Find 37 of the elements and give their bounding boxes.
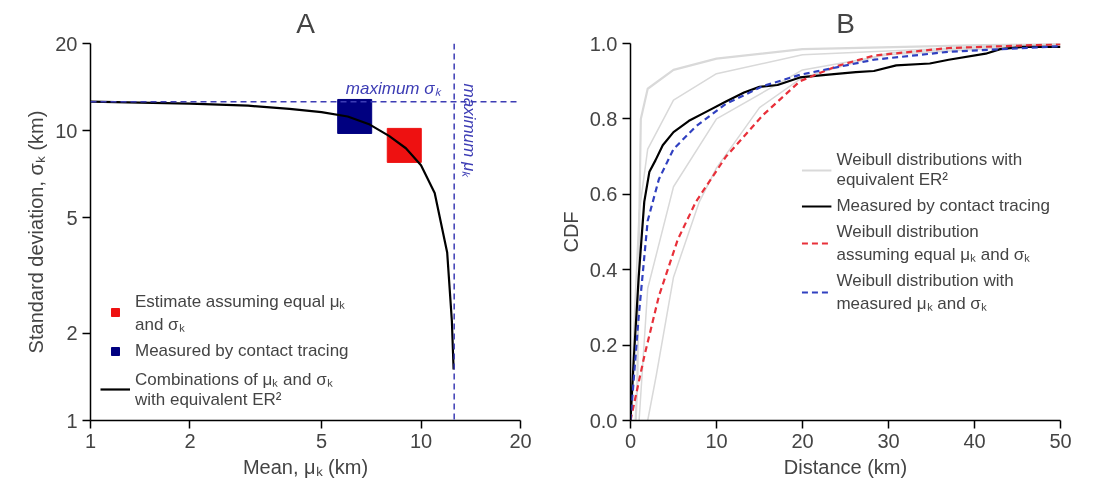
legend-label: Combinations of μₖ and σₖ with equivalent ER² bbox=[135, 369, 333, 410]
y-tick-label: 0.0 bbox=[589, 409, 618, 432]
y-tick-label: 0.6 bbox=[589, 183, 618, 206]
x-tick-label: 2 bbox=[184, 429, 196, 452]
y-tick-label: 2 bbox=[66, 322, 78, 345]
y-tick-label: 1.0 bbox=[589, 32, 618, 55]
x-tick-label: 20 bbox=[509, 429, 532, 452]
x-tick-label: 0 bbox=[624, 429, 637, 452]
y-tick-label: 10 bbox=[55, 119, 78, 142]
x-axis-title: Distance (km) bbox=[783, 455, 908, 478]
y-tick-label: 0.8 bbox=[589, 107, 618, 130]
legend-label: Estimate assuming equal μₖ and σₖ bbox=[135, 291, 346, 335]
y-tick-label: 0.2 bbox=[589, 334, 618, 357]
x-tick-label: 10 bbox=[705, 429, 728, 452]
ref-line-label: maximum μₖ bbox=[460, 83, 480, 179]
y-tick-label: 5 bbox=[66, 206, 78, 229]
y-axis-title: CDF bbox=[559, 211, 582, 253]
legend-label: Measured by contact tracing bbox=[836, 195, 1050, 216]
x-tick-label: 1 bbox=[84, 429, 97, 452]
x-tick-label: 10 bbox=[409, 429, 433, 452]
y-tick-label: 1 bbox=[66, 409, 78, 432]
legend-label: Weibull distributions with equivalent ER² bbox=[836, 149, 1023, 190]
x-tick-label: 20 bbox=[791, 429, 814, 452]
y-tick-label: 0.4 bbox=[589, 258, 618, 281]
x-axis-title: Mean, μₖ (km) bbox=[242, 455, 369, 478]
legend-label: Weibull distribution with measured μₖ and σₖ bbox=[836, 270, 1014, 314]
chart-title: A bbox=[296, 7, 316, 39]
legend-label: Measured by contact tracing bbox=[135, 341, 349, 361]
x-tick-label: 30 bbox=[877, 429, 900, 452]
x-tick-label: 50 bbox=[1049, 429, 1072, 452]
ref-line-label: maximum σₖ bbox=[345, 78, 442, 98]
legend-label: Weibull distribution assuming equal μₖ and σₖ bbox=[836, 221, 1031, 265]
x-tick-label: 5 bbox=[315, 429, 328, 452]
y-tick-label: 20 bbox=[55, 32, 78, 55]
y-axis-title: Standard deviation, σₖ (km) bbox=[25, 110, 48, 354]
x-tick-label: 40 bbox=[963, 429, 986, 452]
chart-title: B bbox=[836, 7, 855, 39]
